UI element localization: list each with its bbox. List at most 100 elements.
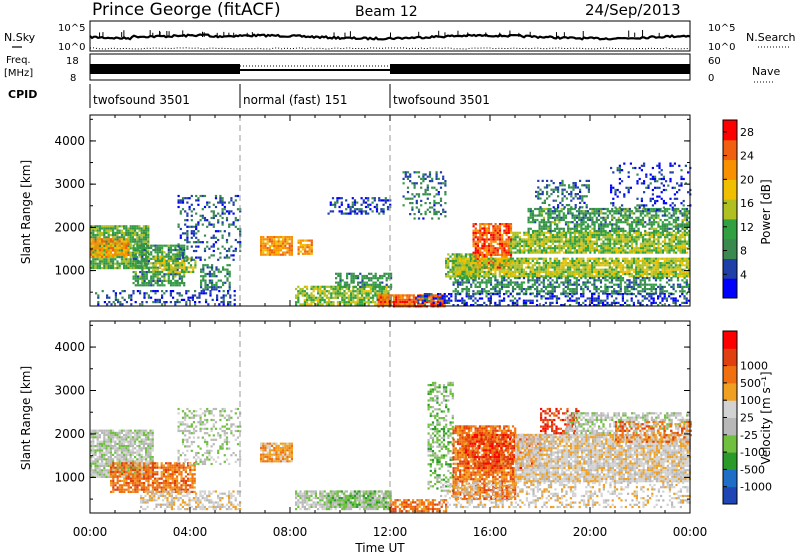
heatmap-cell bbox=[659, 247, 662, 250]
heatmap-cell bbox=[582, 290, 585, 293]
heatmap-cell bbox=[498, 242, 502, 245]
heatmap-cell bbox=[494, 262, 497, 265]
heatmap-cell bbox=[120, 238, 123, 241]
heatmap-cell bbox=[445, 273, 448, 276]
heatmap-cell bbox=[657, 238, 660, 241]
heatmap-cell bbox=[505, 249, 508, 252]
heatmap-cell bbox=[225, 249, 229, 253]
heatmap-cell bbox=[472, 273, 475, 276]
heatmap-cell bbox=[580, 275, 583, 278]
heatmap-cell bbox=[567, 242, 570, 245]
heatmap-cell bbox=[463, 268, 466, 271]
heatmap-cell bbox=[376, 290, 379, 293]
heatmap-cell bbox=[339, 294, 342, 297]
heatmap-cell bbox=[203, 247, 207, 250]
heatmap-cell bbox=[553, 288, 556, 291]
heatmap-cell bbox=[683, 285, 686, 288]
heatmap-cell bbox=[586, 262, 589, 265]
heatmap-cell bbox=[107, 238, 110, 241]
heatmap-cell bbox=[663, 257, 666, 260]
heatmap-cell bbox=[129, 229, 132, 232]
heatmap-cell bbox=[500, 279, 504, 282]
heatmap-cell bbox=[476, 236, 480, 239]
heatmap-cell bbox=[494, 240, 497, 243]
heatmap-cell bbox=[150, 277, 153, 280]
heatmap-cell bbox=[676, 259, 680, 262]
heatmap-cell bbox=[584, 240, 587, 243]
heatmap-cell bbox=[367, 203, 370, 206]
heatmap-cell bbox=[518, 244, 521, 248]
heatmap-cell bbox=[268, 240, 271, 243]
heatmap-cell bbox=[142, 236, 145, 239]
heatmap-cell bbox=[232, 254, 235, 257]
heatmap-cell bbox=[549, 231, 552, 234]
heatmap-cell bbox=[185, 292, 188, 295]
heatmap-cell bbox=[606, 242, 609, 245]
heatmap-cell bbox=[286, 240, 289, 243]
heatmap-cell bbox=[105, 267, 108, 270]
heatmap-cell bbox=[608, 264, 611, 267]
heatmap-cell bbox=[461, 270, 464, 273]
heatmap-cell bbox=[277, 236, 280, 239]
heatmap-cell bbox=[422, 175, 425, 178]
heatmap-cell bbox=[136, 249, 140, 252]
heatmap-cell bbox=[620, 242, 623, 245]
heatmap-cell bbox=[301, 303, 304, 306]
heatmap-cell bbox=[490, 260, 493, 263]
heatmap-cell bbox=[465, 290, 468, 293]
heatmap-cell bbox=[107, 260, 110, 263]
heatmap-cell bbox=[507, 231, 510, 234]
heatmap-cell bbox=[670, 262, 673, 265]
heatmap-cell bbox=[367, 296, 370, 299]
heatmap-cell bbox=[112, 231, 115, 234]
heatmap-cell bbox=[582, 231, 585, 234]
heatmap-cell bbox=[479, 231, 482, 234]
heatmap-cell bbox=[573, 251, 576, 254]
heatmap-cell bbox=[129, 236, 132, 239]
heatmap-cell bbox=[156, 275, 159, 278]
heatmap-cell bbox=[456, 290, 460, 293]
heatmap-cell bbox=[615, 264, 618, 267]
heatmap-cell bbox=[538, 242, 541, 245]
heatmap-cell bbox=[542, 285, 545, 288]
heatmap-cell bbox=[112, 249, 115, 252]
heatmap-cell bbox=[134, 249, 137, 252]
heatmap-cell bbox=[586, 285, 589, 288]
heatmap-cell bbox=[602, 264, 605, 267]
heatmap-cell bbox=[134, 240, 137, 243]
heatmap-cell bbox=[615, 259, 618, 262]
heatmap-cell bbox=[373, 205, 376, 209]
heatmap-cell bbox=[447, 275, 450, 278]
heatmap-cell bbox=[465, 259, 468, 262]
heatmap-cell bbox=[116, 229, 119, 232]
heatmap-cell bbox=[354, 303, 357, 306]
heatmap-cell bbox=[571, 262, 574, 265]
heatmap-cell bbox=[202, 288, 205, 291]
heatmap-cell bbox=[361, 277, 364, 280]
heatmap-cell bbox=[323, 292, 326, 295]
heatmap-cell bbox=[385, 292, 388, 295]
heatmap-cell bbox=[564, 264, 567, 267]
heatmap-cell bbox=[90, 267, 93, 270]
heatmap-cell bbox=[602, 270, 605, 273]
heatmap-cell bbox=[217, 238, 220, 242]
heatmap-cell bbox=[234, 247, 237, 250]
heatmap-cell bbox=[639, 283, 642, 286]
heatmap-cell bbox=[375, 210, 379, 213]
heatmap-cell bbox=[560, 249, 563, 252]
heatmap-cell bbox=[336, 201, 339, 204]
heatmap-cell bbox=[306, 243, 309, 247]
heatmap-cell bbox=[518, 242, 521, 245]
heatmap-cell bbox=[367, 197, 370, 200]
heatmap-cell bbox=[587, 249, 590, 252]
heatmap-cell bbox=[96, 242, 99, 245]
heatmap-cell bbox=[670, 244, 673, 248]
heatmap-cell bbox=[496, 242, 499, 245]
heatmap-cell bbox=[653, 236, 656, 239]
heatmap-cell bbox=[406, 294, 409, 297]
heatmap-cell bbox=[195, 225, 198, 228]
heatmap-cell bbox=[467, 288, 471, 291]
heatmap-cell bbox=[179, 210, 182, 213]
heatmap-cell bbox=[329, 210, 332, 213]
heatmap-cell bbox=[375, 203, 379, 206]
